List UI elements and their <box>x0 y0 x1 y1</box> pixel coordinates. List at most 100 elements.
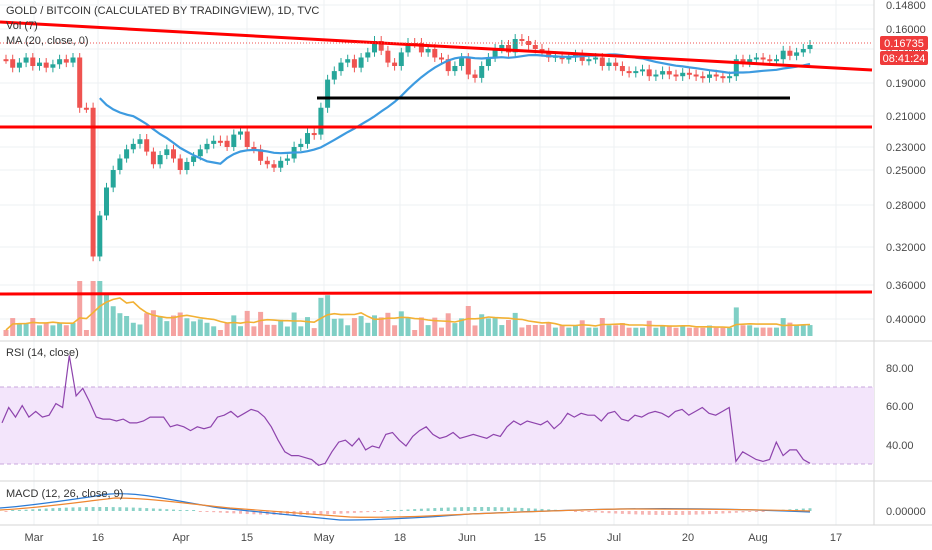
volume-bar <box>150 310 156 336</box>
candle-body <box>418 43 424 53</box>
volume-bar <box>626 327 632 336</box>
macd-hist-bar <box>607 511 611 514</box>
macd-hist-bar <box>654 511 658 515</box>
candle-body <box>599 57 605 66</box>
candle-body <box>787 50 793 56</box>
candle-body <box>184 161 190 170</box>
macd-hist-bar <box>647 511 651 515</box>
macd-hist-bar <box>795 508 799 511</box>
macd-label: MACD (12, 26, close, 9) <box>6 488 123 500</box>
candle-body <box>318 107 324 135</box>
volume-bar <box>278 319 284 336</box>
candle-body <box>646 69 652 77</box>
volume-bar <box>660 325 666 336</box>
volume-bar <box>794 325 800 336</box>
volume-bar <box>599 318 605 336</box>
candle-body <box>171 149 176 159</box>
macd-hist-bar <box>721 511 725 514</box>
macd-hist-bar <box>31 509 35 511</box>
candle-body <box>385 50 391 63</box>
volume-bar <box>291 312 297 336</box>
horizontal-support-line[interactable] <box>0 290 873 296</box>
macd-pane[interactable] <box>0 493 812 521</box>
macd-hist-bar <box>728 511 732 514</box>
volume-bar <box>77 281 83 336</box>
macd-hist-bar <box>218 511 222 513</box>
volume-bar <box>519 327 525 336</box>
candle-body <box>686 72 692 75</box>
candle-body <box>311 133 317 136</box>
price-tick: 0.14800 <box>886 0 926 12</box>
volume-bar <box>693 327 699 336</box>
macd-hist-bar <box>466 507 470 511</box>
price-pane[interactable] <box>0 20 873 336</box>
price-tick: 0.21000 <box>886 111 926 123</box>
time-tick: Aug <box>748 532 768 544</box>
macd-hist-bar <box>185 510 189 511</box>
candle-body <box>117 158 123 170</box>
macd-hist-bar <box>527 508 531 511</box>
macd-hist-bar <box>51 508 55 511</box>
macd-hist-bar <box>38 508 41 511</box>
volume-bar <box>646 320 652 336</box>
volume-bar <box>392 325 398 336</box>
candle-body <box>794 52 800 56</box>
chart-title: GOLD / BITCOIN (CALCULATED BY TRADINGVIE… <box>6 5 319 17</box>
candle-body <box>217 140 223 143</box>
volume-bar <box>465 306 471 336</box>
macd-hist-bar <box>754 511 758 512</box>
macd-hist-bar <box>172 509 175 511</box>
volume-bar <box>104 293 109 336</box>
candle-body <box>57 59 63 65</box>
volume-bar <box>171 315 176 336</box>
rsi-tick-60: 60.00 <box>886 401 914 413</box>
macd-hist-bar <box>259 511 263 515</box>
candle-body <box>499 45 505 49</box>
candle-body <box>532 45 538 49</box>
macd-hist-bar <box>366 511 370 513</box>
candle-body <box>586 59 592 62</box>
candle-body <box>104 187 109 216</box>
volume-bar <box>50 325 56 336</box>
volume-bar <box>673 327 679 336</box>
candle-body <box>800 49 806 53</box>
volume-bar <box>30 318 36 336</box>
volume-bar <box>258 311 264 336</box>
candle-body <box>325 79 331 108</box>
trendline-descending[interactable] <box>0 20 873 72</box>
candle-body <box>157 155 163 165</box>
macd-hist-bar <box>71 507 75 511</box>
candle-body <box>124 149 130 159</box>
macd-hist-bar <box>91 507 95 511</box>
volume-bar <box>593 327 599 336</box>
time-tick: Jun <box>458 532 476 544</box>
candle-body <box>251 147 257 150</box>
candle-body <box>97 215 103 257</box>
macd-hist-bar <box>285 511 289 515</box>
candle-body <box>392 62 398 66</box>
time-axis[interactable]: Mar 16 Apr 15 May 18 Jun 15 Jul 20 Aug 17 <box>25 532 843 544</box>
macd-hist-bar <box>352 511 356 513</box>
candle-body <box>680 72 686 77</box>
volume-bar <box>485 318 491 336</box>
volume-bar <box>3 330 9 336</box>
candle-body <box>231 134 237 147</box>
rsi-pane[interactable] <box>0 355 874 466</box>
macd-hist-bar <box>641 511 644 515</box>
volume-bar <box>760 327 766 336</box>
volume-bar <box>432 317 438 336</box>
macd-hist-bar <box>600 511 604 513</box>
macd-hist-bar <box>158 508 162 511</box>
candle-body <box>271 164 277 168</box>
macd-hist-bar <box>580 511 584 512</box>
macd-hist-bar <box>118 507 122 511</box>
candle-body <box>365 52 371 58</box>
candle-body <box>197 149 203 157</box>
volume-bar <box>566 327 572 336</box>
macd-hist-bar <box>741 511 745 513</box>
volume-bar <box>204 322 210 336</box>
volume-bar <box>700 327 706 336</box>
macd-hist-bar <box>165 509 169 511</box>
macd-hist-bar <box>178 509 182 511</box>
volume-bar <box>713 327 719 336</box>
